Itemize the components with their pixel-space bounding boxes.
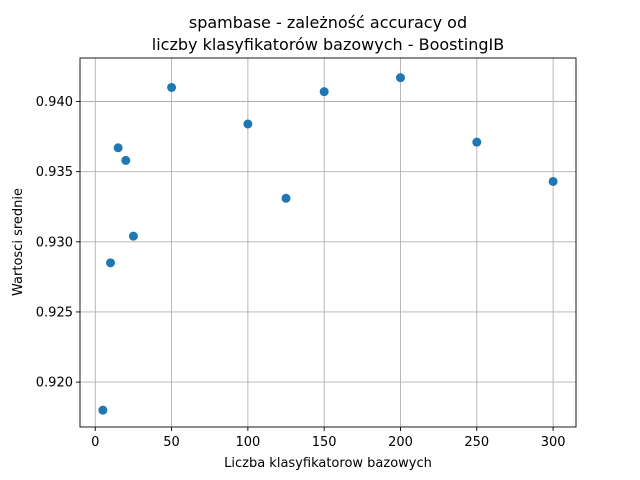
grid-lines — [80, 58, 576, 427]
data-point — [395, 73, 405, 83]
x-tick-label: 0 — [91, 435, 99, 450]
data-point — [319, 87, 329, 97]
x-tick-label: 150 — [312, 435, 337, 450]
data-point — [106, 258, 116, 268]
x-axis-label: Liczba klasyfikatorow bazowych — [224, 456, 432, 471]
data-point — [281, 193, 291, 203]
y-tick-label: 0.920 — [36, 376, 73, 391]
plot-frame — [79, 57, 577, 428]
data-point — [548, 176, 558, 186]
chart-title-line-2: liczby klasyfikatorów bazowych - Boostin… — [152, 35, 504, 54]
data-point — [98, 405, 108, 415]
y-axis-ticks: 0.920 0.925 0.930 0.935 0.940 — [36, 95, 80, 391]
y-tick-label: 0.940 — [36, 95, 73, 110]
chart-title-line-1: spambase - zależność accuracy od — [189, 13, 467, 32]
data-point — [243, 119, 253, 129]
x-axis-ticks: 0 50 100 150 200 250 300 — [91, 427, 566, 450]
y-tick-label: 0.930 — [36, 235, 73, 250]
data-point — [128, 231, 138, 241]
x-tick-label: 200 — [388, 435, 413, 450]
y-tick-label: 0.925 — [36, 305, 73, 320]
y-tick-label: 0.935 — [36, 165, 73, 180]
data-point — [167, 82, 177, 92]
x-tick-label: 100 — [235, 435, 260, 450]
x-tick-label: 250 — [464, 435, 489, 450]
data-points — [98, 73, 558, 415]
x-tick-label: 300 — [541, 435, 566, 450]
x-tick-label: 50 — [163, 435, 180, 450]
data-point — [121, 155, 131, 165]
y-axis-label: Wartosci srednie — [11, 188, 26, 296]
data-point — [113, 143, 123, 153]
data-point — [472, 137, 482, 147]
